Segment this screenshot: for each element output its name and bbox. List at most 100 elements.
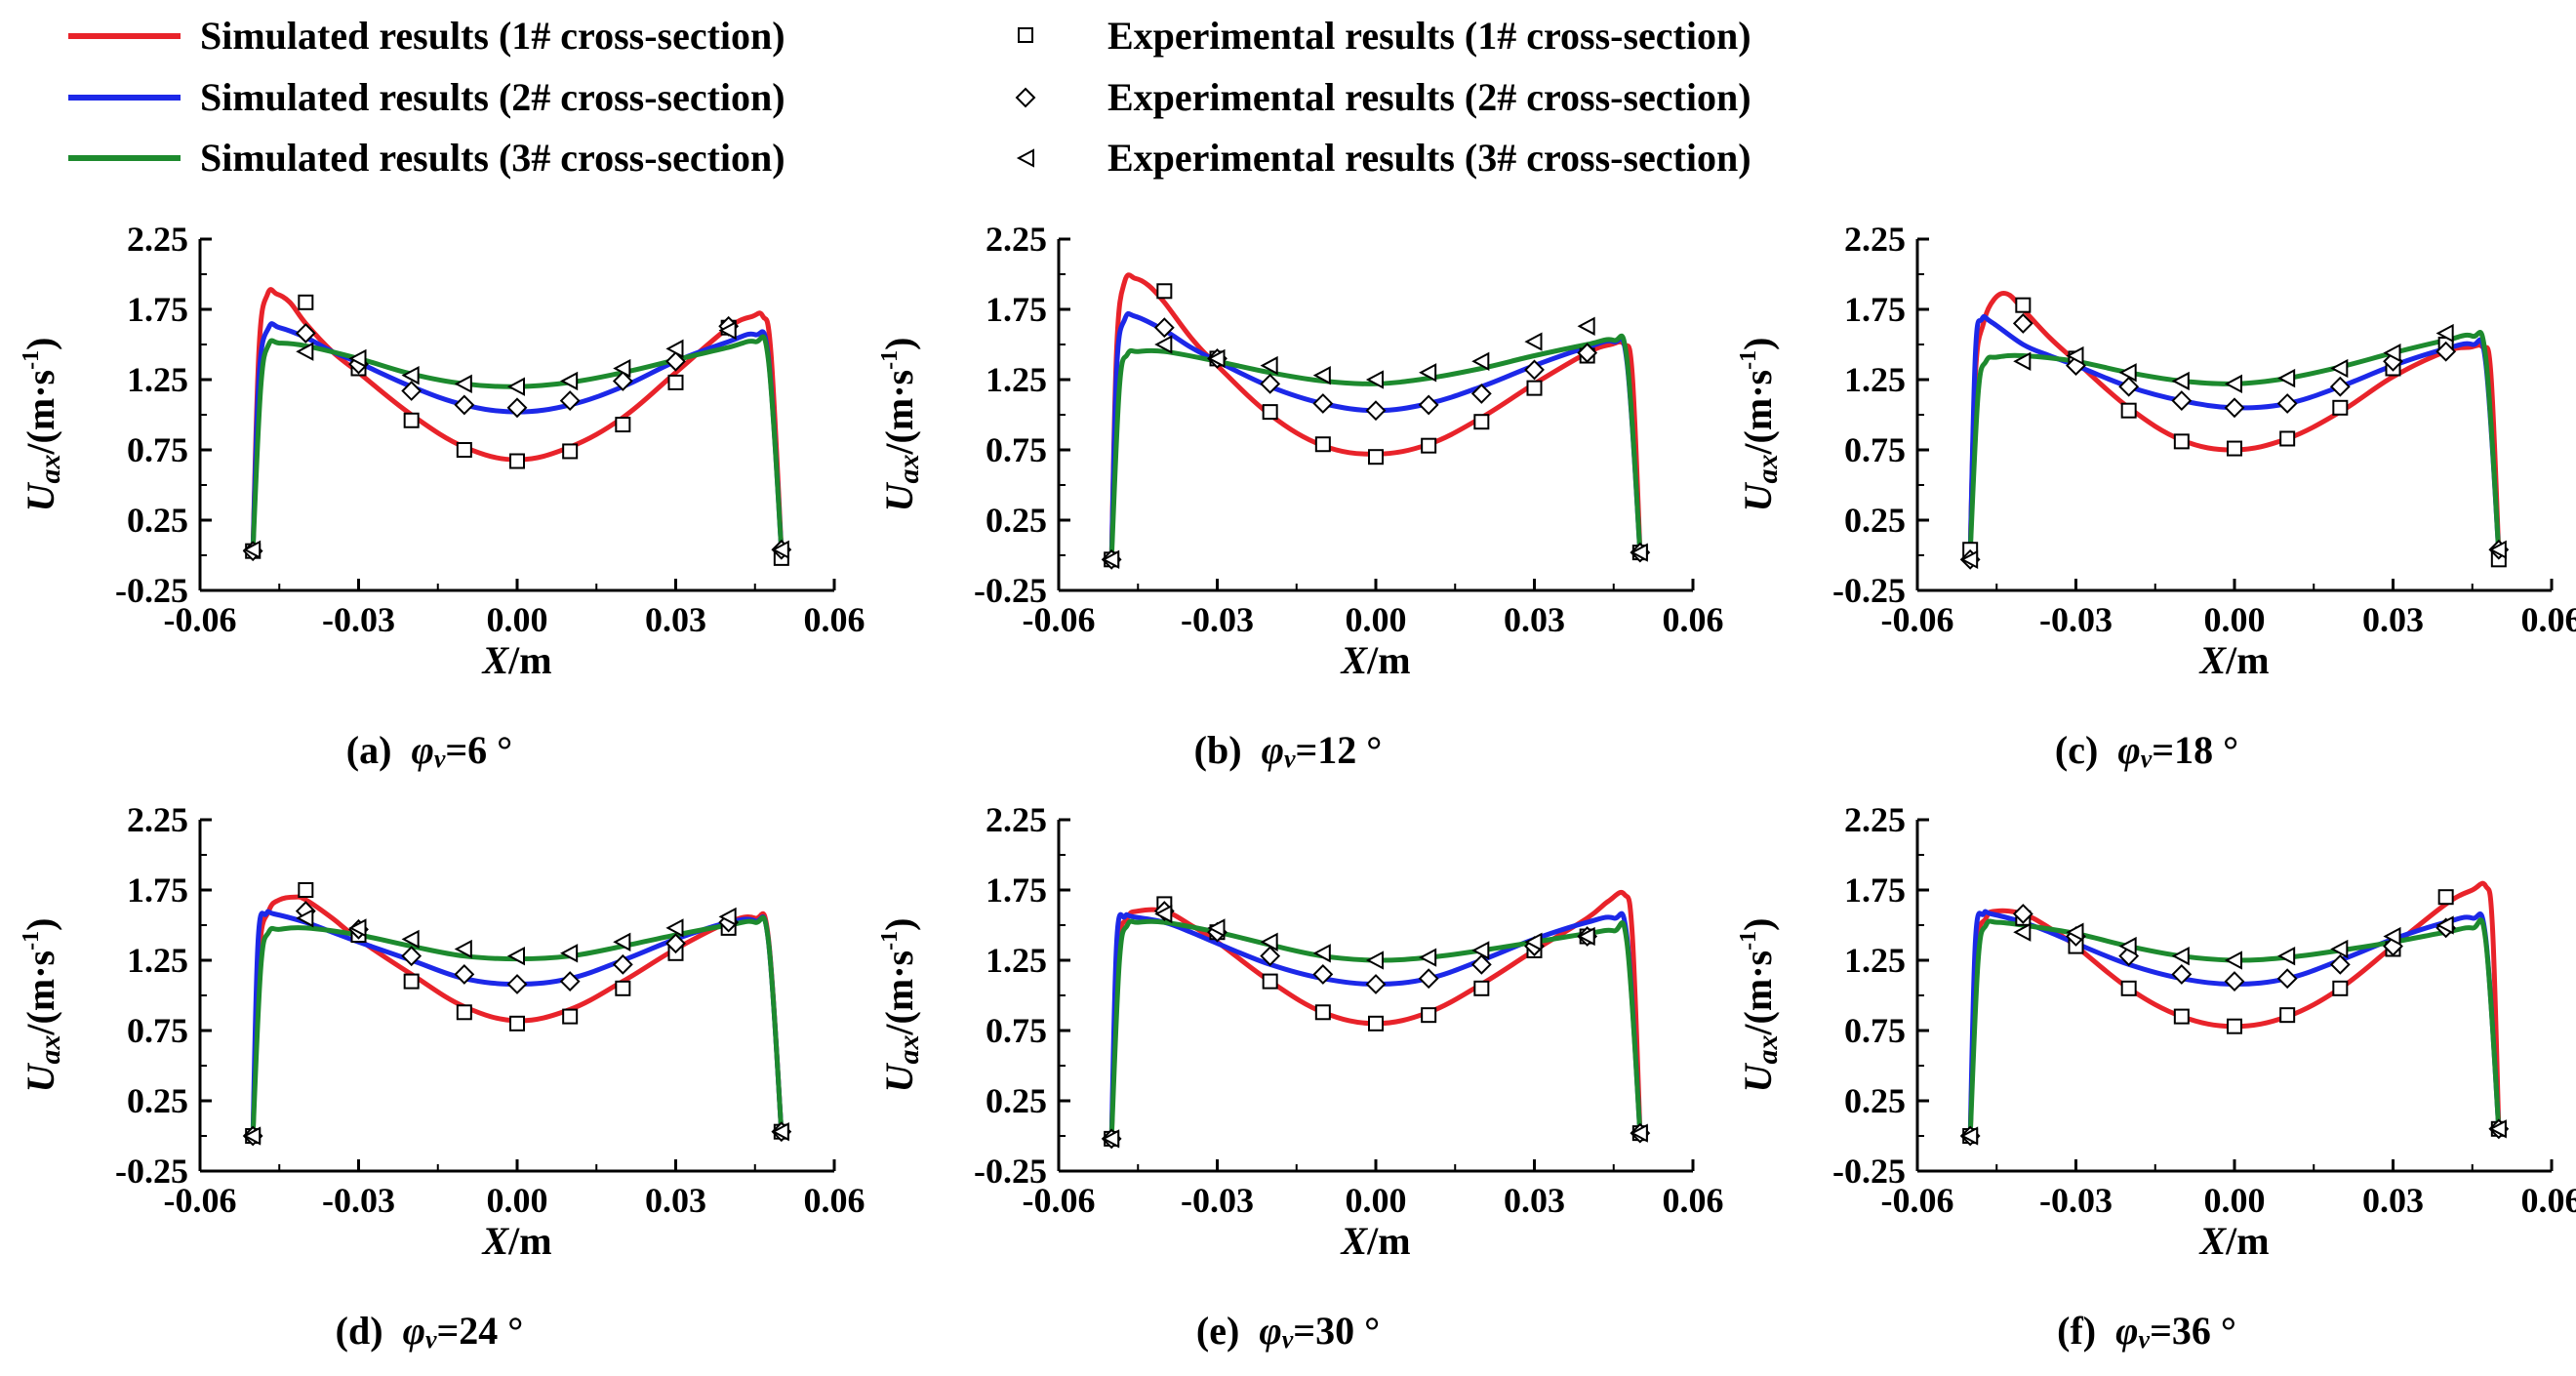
exp-point-1-f [2439, 890, 2453, 904]
y-axis-label-unit: /(m·s [1736, 370, 1780, 456]
x-axis-label-unit: /m [2225, 1219, 2269, 1263]
x-axis-label: X/m [480, 1219, 551, 1263]
exp-point-1-a [669, 376, 683, 389]
x-axis-label-var: X [2197, 638, 2227, 682]
caption-a-value: =6 ° [445, 728, 512, 772]
exp-point-3-a [457, 376, 471, 391]
y-axis-label: Uax/(m·s-1) [19, 338, 66, 512]
sim-line-1-f [1970, 883, 2499, 1136]
y-axis-label-unit: /(m·s [877, 370, 921, 456]
y-tick-label: 0.25 [1844, 1081, 1906, 1120]
exp-point-1-b [1528, 382, 1542, 395]
caption-e-panel: (e) [1196, 1309, 1239, 1353]
sim-line-2-a [253, 324, 782, 551]
exp-point-1-c [2280, 431, 2294, 445]
exp-point-1-d [616, 982, 629, 995]
legend-square-marker [1019, 28, 1032, 42]
exp-point-2-e [1420, 970, 1437, 988]
caption-d-symbol: φ [403, 1309, 425, 1353]
caption-b-sub: v [1284, 745, 1296, 773]
x-tick-label: 0.00 [2204, 600, 2266, 639]
x-axis-label-var: X [1339, 638, 1368, 682]
exp-point-1-e [1264, 975, 1277, 989]
exp-point-2-c [2226, 399, 2243, 417]
caption-a-sub: v [434, 745, 446, 773]
x-tick-label: -0.06 [164, 1181, 237, 1220]
exp-point-2-c [2173, 392, 2191, 410]
legend-label-sim-2: Simulated results (2# cross-section) [200, 75, 785, 119]
exp-point-1-c [2333, 401, 2347, 415]
x-axis-label-var: X [2197, 1219, 2227, 1263]
y-tick-label: 0.75 [127, 430, 188, 469]
x-tick-label: 0.06 [804, 1181, 865, 1220]
y-axis-label-sub: ax [893, 1035, 925, 1065]
caption-c-panel: (c) [2055, 728, 2098, 772]
caption-b-panel: (b) [1194, 728, 1242, 772]
y-tick-label: 1.25 [127, 360, 188, 399]
x-tick-label: 0.06 [1663, 600, 1724, 639]
y-axis-label-exp: -1 [19, 931, 44, 951]
x-tick-label: 0.06 [2521, 600, 2576, 639]
exp-point-1-c [2175, 434, 2189, 448]
exp-point-1-f [2175, 1010, 2189, 1024]
exp-point-1-b [1474, 415, 1488, 428]
legend-label-sim-3: Simulated results (3# cross-section) [200, 136, 785, 180]
legend-item-exp-2: Experimental results (2# cross-section) [1017, 75, 1751, 119]
exp-point-1-d [510, 1017, 524, 1031]
y-tick-label: 1.25 [986, 360, 1047, 399]
y-axis-label: Uax/(m·s-1) [1736, 338, 1784, 512]
y-tick-label: 2.25 [127, 800, 188, 839]
exp-point-2-f [2226, 973, 2243, 991]
y-tick-label: 1.75 [986, 290, 1047, 329]
caption-f-panel: (f) [2057, 1309, 2096, 1353]
y-tick-label: 0.75 [127, 1011, 188, 1050]
exp-point-1-a [299, 296, 312, 309]
legend: Simulated results (1# cross-section) Sim… [0, 0, 2576, 195]
legend-svg: Simulated results (1# cross-section) Sim… [0, 0, 2576, 195]
x-axis-label: X/m [1339, 1219, 1410, 1263]
exp-point-1-f [2228, 1020, 2241, 1033]
y-axis-label-var: U [1736, 481, 1780, 511]
exp-point-2-a [456, 396, 473, 414]
caption-a-symbol: φ [411, 728, 433, 772]
exp-point-3-e [1368, 952, 1383, 968]
exp-point-2-b [1420, 396, 1437, 414]
caption-d-panel: (d) [336, 1309, 383, 1353]
exp-point-1-a [405, 414, 419, 427]
y-tick-label: 0.25 [127, 501, 188, 540]
legend-item-sim-1: Simulated results (1# cross-section) [68, 14, 785, 58]
y-axis-label: Uax/(m·s-1) [19, 918, 66, 1093]
y-tick-label: 0.75 [1844, 1011, 1906, 1050]
exp-point-1-d [405, 975, 419, 989]
exp-point-3-d [509, 949, 524, 964]
legend-item-sim-3: Simulated results (3# cross-section) [68, 136, 785, 180]
caption-c: (c) φv=18 ° [1717, 727, 2576, 774]
x-tick-label: 0.00 [487, 1181, 548, 1220]
exp-point-1-e [1316, 1005, 1330, 1019]
y-tick-label: 0.25 [127, 1081, 188, 1120]
y-tick-label: 1.25 [1844, 941, 1906, 980]
y-axis-label-var: U [877, 481, 921, 511]
caption-f-symbol: φ [2115, 1309, 2138, 1353]
x-axis-label: X/m [1339, 638, 1410, 682]
legend-label-exp-3: Experimental results (3# cross-section) [1107, 136, 1751, 180]
exp-point-2-e [1367, 975, 1385, 992]
caption-c-symbol: φ [2117, 728, 2140, 772]
exp-point-2-c [2278, 394, 2296, 412]
x-axis-label-var: X [480, 1219, 509, 1263]
y-tick-label: 0.25 [986, 501, 1047, 540]
legend-diamond-marker [1017, 89, 1034, 106]
legend-item-exp-1: Experimental results (1# cross-section) [1019, 14, 1751, 58]
caption-e-value: =30 ° [1293, 1309, 1380, 1353]
exp-point-3-f [2279, 949, 2294, 964]
x-tick-label: 0.06 [1663, 1181, 1724, 1220]
exp-point-3-a [562, 373, 577, 388]
y-axis-label: Uax/(m·s-1) [1736, 918, 1784, 1093]
exp-point-3-a [509, 379, 524, 394]
legend-item-exp-3: Experimental results (3# cross-section) [1019, 136, 1751, 180]
y-tick-label: 0.75 [986, 1011, 1047, 1050]
